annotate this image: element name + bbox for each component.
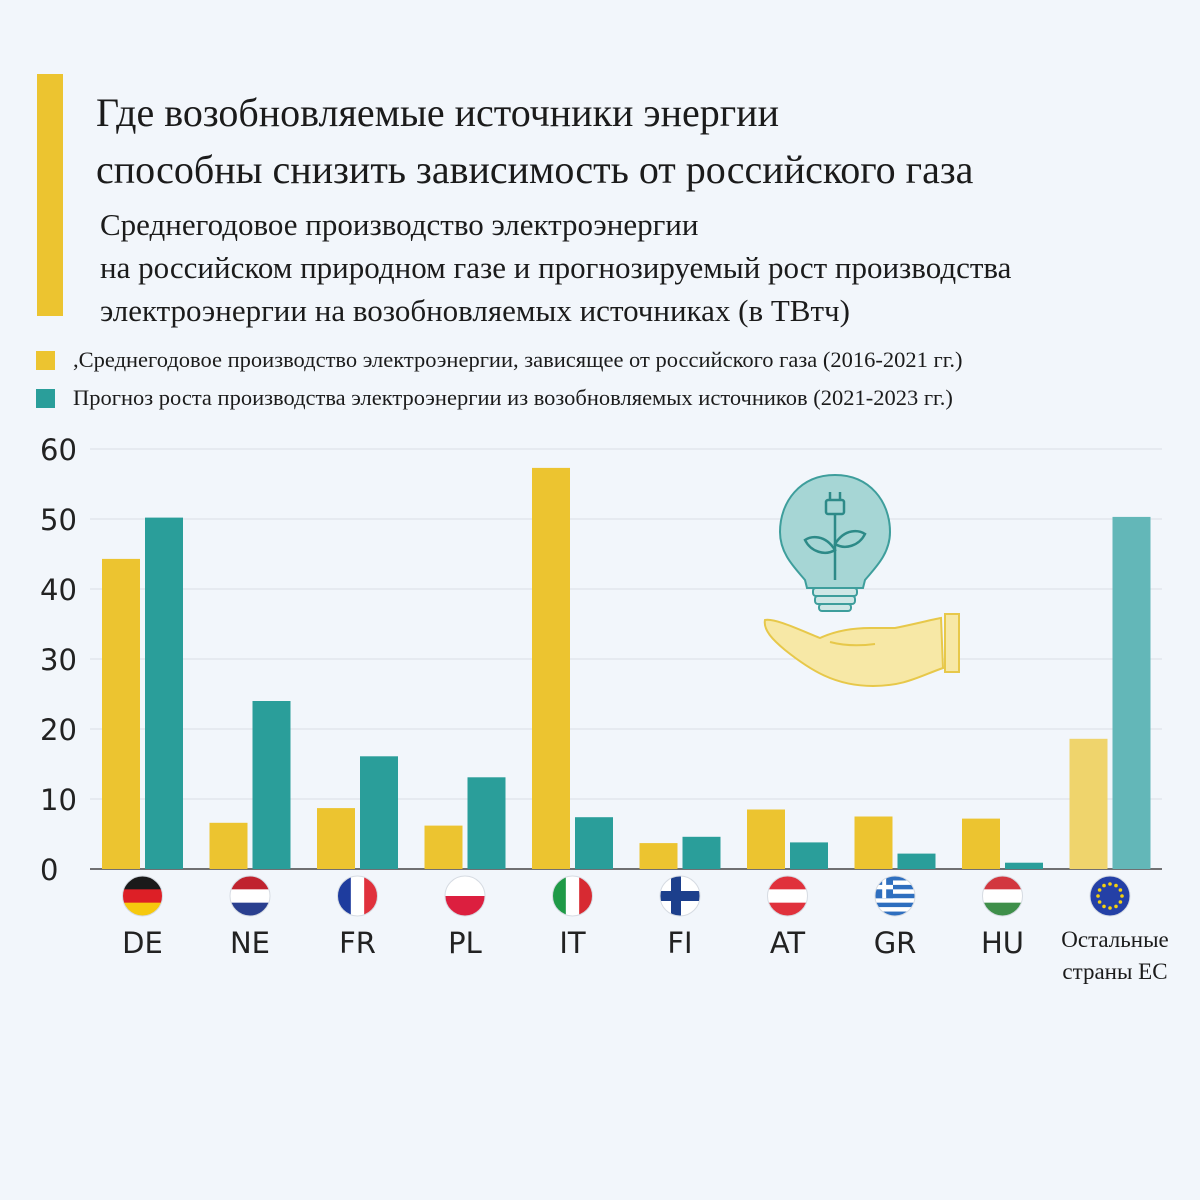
bar-gas-7 [854,816,893,869]
bar-gas-4 [532,467,570,869]
category-label-ne: NE [230,926,270,960]
x-axis-categories: DE NE FR PL IT FI AT GR HU [122,926,1024,960]
country-flags [122,875,1131,917]
category-label-at: AT [770,926,806,960]
bar-gas-2 [317,808,355,869]
y-tick-label: 40 [40,573,77,607]
category-label-fi: FI [667,926,692,960]
y-axis-ticks: 0 10 20 30 40 50 60 [40,433,77,887]
y-tick-label: 30 [40,643,77,677]
bar-renewables-3 [467,777,506,869]
bar-gas-8 [962,818,1000,869]
flag-poland-icon [444,875,486,917]
bar-renewables-5 [682,836,721,869]
bar-renewables-1 [252,701,291,869]
grid-lines [90,448,1162,870]
legend-label-renewables: Прогноз роста производства электроэнерги… [73,385,953,410]
flag-austria-icon [767,875,808,917]
y-tick-label: 60 [40,433,77,467]
bar-renewables-0 [145,517,183,869]
category-label-hu: HU [981,926,1024,960]
legend-swatch-renewables [36,388,55,408]
bar-renewables-2 [360,756,398,869]
bar-renewables-8 [1005,862,1043,869]
flag-hungary-icon [982,875,1023,917]
chart-title: Где возобновляемые источники энергии спо… [96,90,974,192]
y-tick-label: 50 [40,503,77,537]
accent-bar [37,74,63,316]
category-label-it: IT [559,926,586,960]
flag-germany-icon [122,875,163,917]
legend-swatch-gas [36,350,55,370]
category-label-fr: FR [339,926,376,960]
y-tick-label: 10 [40,783,77,817]
bar-renewables-4 [575,817,613,869]
y-tick-label: 0 [40,853,58,887]
category-label-other-eu: Остальные страны ЕС [1061,927,1169,984]
category-label-gr: GR [874,926,917,960]
bar-renewables-9 [1112,516,1151,869]
lightbulb-with-plant-in-hand-icon [763,473,960,688]
y-tick-label: 20 [40,713,77,747]
bar-renewables-7 [897,853,936,869]
legend-label-gas: ,Среднегодовое производство электроэнерг… [73,347,963,372]
bar-gas-5 [639,843,678,869]
bar-renewables-6 [790,842,828,869]
bar-gas-6 [747,809,785,869]
flag-netherlands-icon [229,875,271,917]
chart-subtitle: Среднегодовое производство электроэнерги… [100,207,1012,328]
legend-item-gas: ,Среднегодовое производство электроэнерг… [36,345,963,375]
category-label-de: DE [122,926,163,960]
bar-gas-0 [102,558,140,869]
flag-france-icon [337,875,378,917]
category-label-pl: PL [448,926,482,960]
bar-gas-9 [1069,738,1108,869]
flag-finland-icon [659,875,701,917]
bar-gas-3 [424,825,463,869]
flag-italy-icon [552,875,593,917]
flag-eu-icon [1089,875,1131,917]
bar-gas-1 [209,822,248,869]
flag-greece-icon [874,875,916,917]
legend-item-renewables: Прогноз роста производства электроэнерги… [36,383,953,413]
bars [102,467,1151,869]
